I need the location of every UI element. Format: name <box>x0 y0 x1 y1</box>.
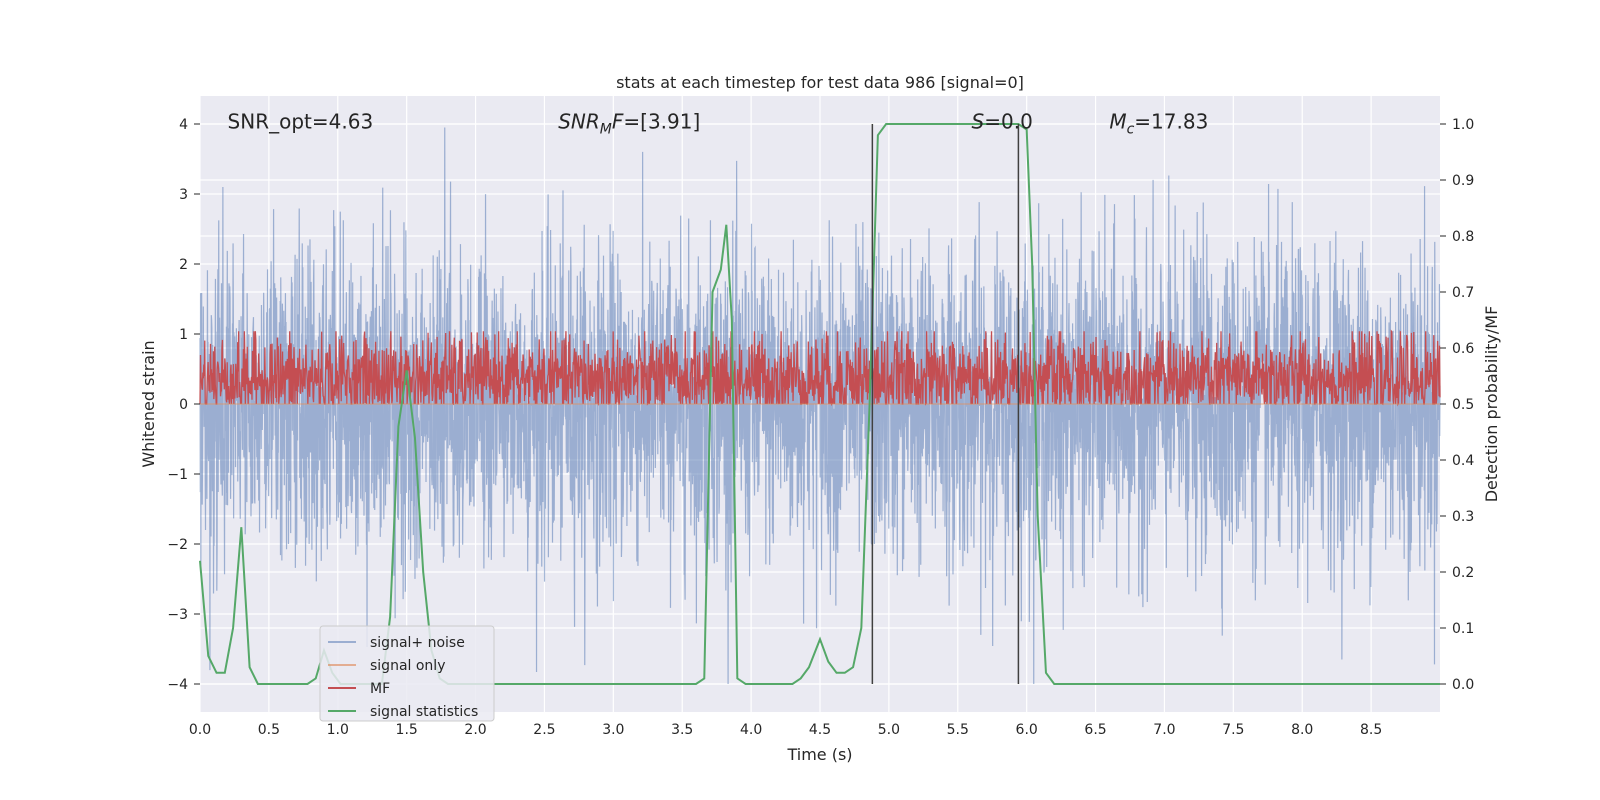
x-tick-label: 4.5 <box>809 722 831 738</box>
annotation-text: S=0.0 <box>972 110 1033 134</box>
annotation-text: Mc=17.83 <box>1109 110 1208 138</box>
annotation-text: SNRMF=[3.91] <box>558 110 700 138</box>
y-left-tick-label: 2 <box>179 257 188 273</box>
legend-label: MF <box>370 681 390 697</box>
x-tick-label: 2.5 <box>533 722 555 738</box>
signal-statistics-line <box>199 123 1440 685</box>
legend-label: signal statistics <box>370 704 478 720</box>
x-tick-label: 4.0 <box>740 722 762 738</box>
y-right-tick-label: 0.9 <box>1452 173 1474 189</box>
x-axis-label: Time (s) <box>786 745 852 764</box>
y-left-tick-label: 4 <box>179 117 188 133</box>
y-left-tick-label: 1 <box>179 327 188 343</box>
x-tick-label: 3.0 <box>602 722 624 738</box>
x-tick-label: 2.0 <box>464 722 486 738</box>
y-right-tick-label: 0.5 <box>1452 397 1474 413</box>
y-right-tick-label: 0.0 <box>1452 677 1474 693</box>
y-left-tick-label: −4 <box>167 677 188 693</box>
y-right-tick-label: 0.8 <box>1452 229 1474 245</box>
legend: signal+ noise signal only MF signal statist… <box>319 625 495 722</box>
x-tick-label: 8.0 <box>1291 722 1313 738</box>
y-right-tick-label: 1.0 <box>1452 117 1474 133</box>
y-axis-label-right: Detection probability/MF <box>1482 306 1501 503</box>
legend-label: signal only <box>370 658 445 674</box>
x-tick-label: 3.5 <box>671 722 693 738</box>
y-left-tick-label: 3 <box>179 187 188 203</box>
x-tick-label: 5.0 <box>878 722 900 738</box>
x-tick-label: 6.0 <box>1016 722 1038 738</box>
y-left-tick-label: 0 <box>179 397 188 413</box>
x-tick-label: 7.5 <box>1222 722 1244 738</box>
x-tick-label: 0.0 <box>189 722 211 738</box>
y-right-tick-label: 0.2 <box>1452 565 1474 581</box>
y-right-tick-label: 0.6 <box>1452 341 1474 357</box>
x-tick-label: 7.0 <box>1153 722 1175 738</box>
y-left-tick-label: −1 <box>167 467 188 483</box>
mf-series <box>199 329 1441 407</box>
signal-statistics-series <box>199 123 1440 685</box>
annotations: SNR_opt=4.63 SNRMF=[3.91] S=0.0 Mc=17.83 <box>228 110 1209 138</box>
y-axis-label-left: Whitened strain <box>139 340 158 467</box>
x-tick-label: 5.5 <box>947 722 969 738</box>
legend-label: signal+ noise <box>370 635 465 651</box>
x-tick-label: 1.0 <box>327 722 349 738</box>
vertical-lines <box>871 124 1020 684</box>
y-left-tick-label: −2 <box>167 537 188 553</box>
annotation-text: SNR_opt=4.63 <box>228 110 374 134</box>
x-tick-label: 0.5 <box>258 722 280 738</box>
chart-title: stats at each timestep for test data 986… <box>616 73 1024 92</box>
y-right-tick-label: 0.7 <box>1452 285 1474 301</box>
mf-line <box>199 329 1441 407</box>
x-tick-label: 8.5 <box>1360 722 1382 738</box>
tick-layer: 0.0 0.5 1.0 1.5 2.0 2.5 3.0 3.5 4.0 4.5 5.0 5.5 6.0 6… <box>167 117 1474 738</box>
y-right-tick-label: 0.1 <box>1452 621 1474 637</box>
x-tick-label: 1.5 <box>396 722 418 738</box>
x-tick-label: 6.5 <box>1084 722 1106 738</box>
y-right-tick-label: 0.3 <box>1452 509 1474 525</box>
y-left-tick-label: −3 <box>167 607 188 623</box>
y-right-tick-label: 0.4 <box>1452 453 1474 469</box>
legend-box <box>319 625 495 722</box>
